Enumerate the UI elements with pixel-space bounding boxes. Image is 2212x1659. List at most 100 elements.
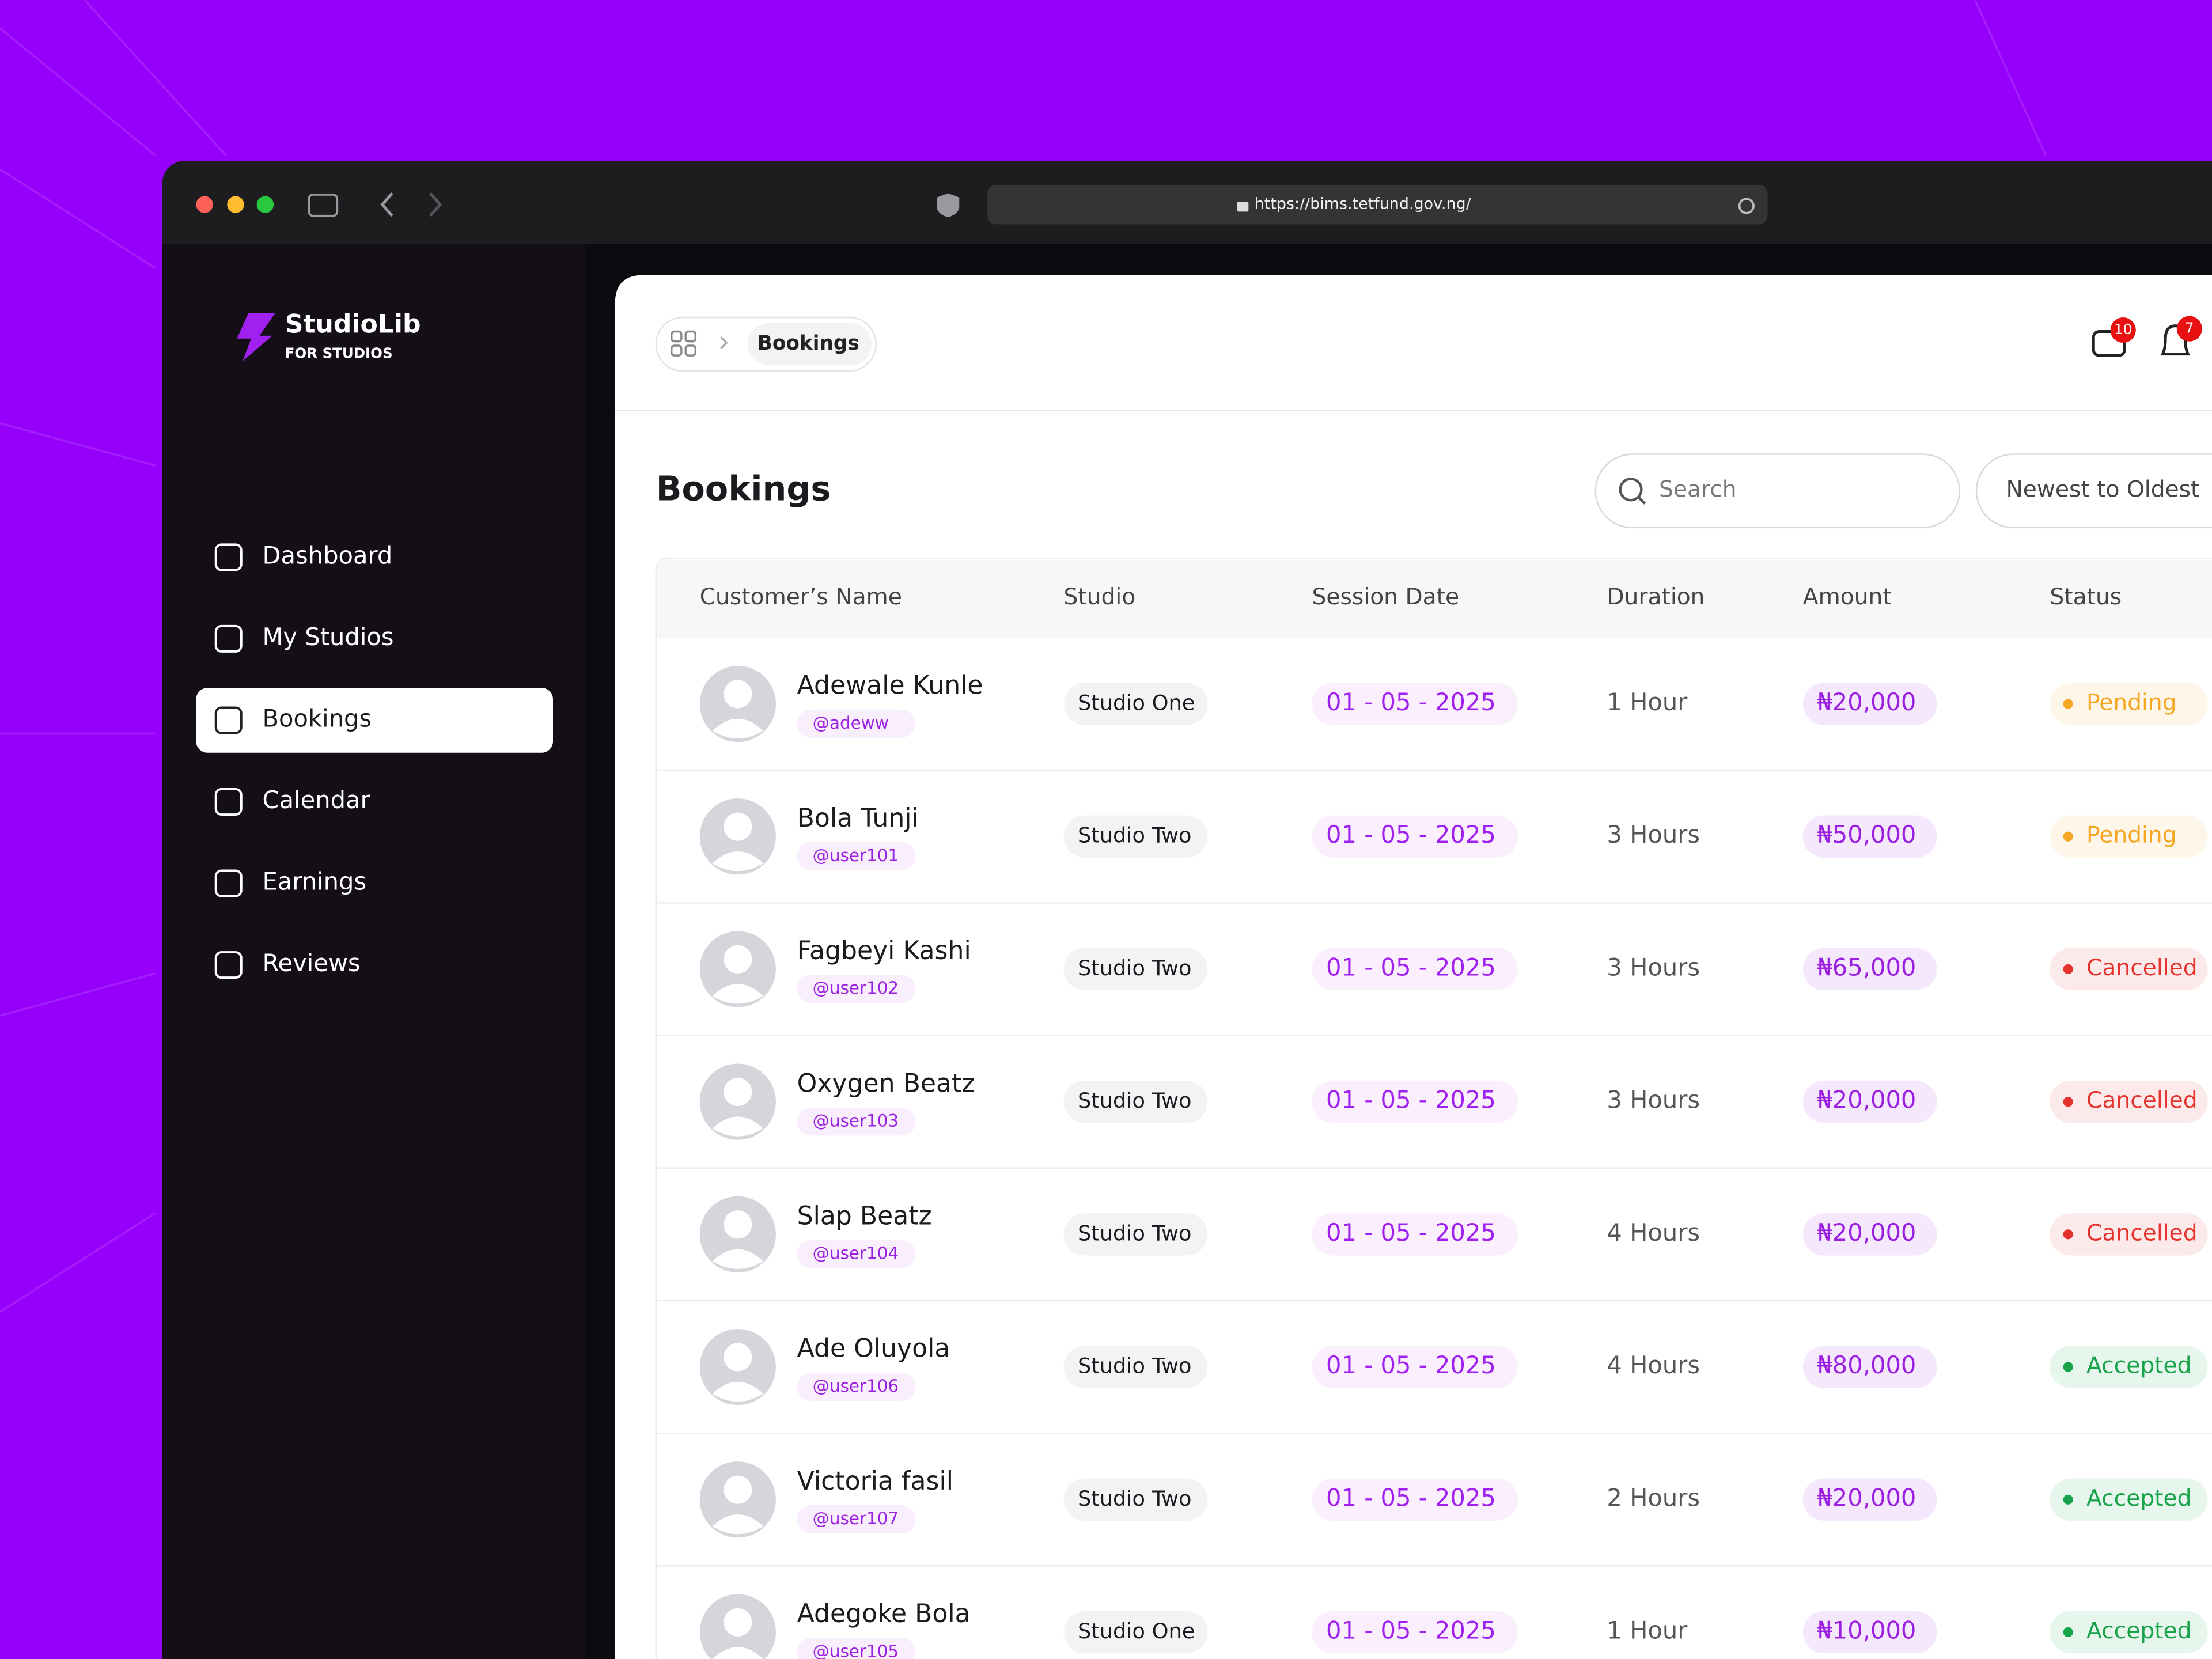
status-pill — [2050, 1213, 2208, 1256]
mail-icon[interactable] — [2092, 330, 2126, 357]
studio: Studio One — [1078, 691, 1195, 715]
nav-item[interactable]: Earnings — [263, 868, 367, 896]
amount: ₦20,000 — [1817, 1218, 1916, 1247]
minimize-button[interactable] — [227, 196, 244, 213]
breadcrumb-current: Bookings — [757, 332, 859, 355]
status-dot — [2063, 1229, 2073, 1240]
studio-pill — [1063, 1478, 1208, 1521]
avatar-head — [724, 1210, 752, 1239]
customer-name: Fagbeyi Kashi — [797, 936, 971, 965]
studio: Studio Two — [1078, 1486, 1191, 1511]
bell-badge: 7 — [2185, 320, 2194, 336]
forward-button[interactable] — [429, 192, 442, 217]
handle: @user102 — [813, 978, 899, 998]
status: Accepted — [2086, 1618, 2191, 1644]
handle: @user106 — [813, 1376, 899, 1396]
studio-pill — [1063, 1213, 1208, 1256]
avatar-body — [712, 984, 763, 1004]
status-pill — [2050, 1080, 2208, 1123]
address-bar[interactable] — [987, 184, 1768, 225]
home-grid-icon[interactable] — [671, 330, 697, 357]
handle-pill — [797, 842, 916, 871]
session-date-pill — [1312, 683, 1518, 725]
avatar-body — [712, 1381, 763, 1402]
avatar-body — [712, 1116, 763, 1137]
status: Pending — [2086, 690, 2177, 716]
nav-item[interactable]: My Studios — [263, 623, 394, 651]
nav-icon — [214, 951, 243, 979]
avatar-head — [724, 945, 752, 974]
handle-pill — [797, 1240, 916, 1268]
handle-pill — [797, 1638, 916, 1659]
status-pill — [2050, 815, 2208, 858]
sidebar-toggle[interactable] — [308, 194, 339, 217]
background-rays — [0, 0, 2047, 1313]
amount: ₦10,000 — [1817, 1616, 1916, 1644]
tagline: FOR STUDIOS — [285, 345, 393, 362]
status: Cancelled — [2086, 1088, 2198, 1113]
studio-pill — [1063, 1080, 1208, 1123]
lock-icon — [1237, 202, 1249, 212]
session-date-pill — [1312, 815, 1518, 858]
search-box[interactable] — [1594, 453, 1960, 529]
bell-icon[interactable] — [2160, 324, 2191, 356]
status-dot — [2063, 1362, 2073, 1372]
nav-item[interactable]: Calendar — [263, 786, 371, 814]
reload-button[interactable] — [1738, 198, 1755, 214]
nav-icon — [214, 543, 243, 571]
back-button[interactable] — [380, 192, 393, 217]
handle-pill — [797, 975, 916, 1003]
page-title: Bookings — [656, 468, 831, 508]
duration: 4 Hours — [1607, 1351, 1700, 1379]
handle-pill — [797, 1372, 916, 1401]
column-header: Duration — [1607, 584, 1705, 610]
status-pill — [2050, 683, 2208, 725]
sort-dropdown[interactable] — [1975, 453, 2212, 529]
handle: @user105 — [813, 1641, 899, 1659]
session-date-pill — [1312, 1478, 1518, 1521]
studio-pill — [1063, 1611, 1208, 1654]
handle: @user103 — [813, 1111, 899, 1130]
column-header: Session Date — [1312, 584, 1460, 610]
amount-pill — [1802, 948, 1937, 991]
customer-name: Adegoke Bola — [797, 1599, 971, 1628]
sort-label: Newest to Oldest — [2006, 477, 2199, 503]
close-button[interactable] — [196, 196, 213, 213]
handle-pill — [797, 709, 916, 738]
amount-pill — [1802, 1346, 1937, 1388]
status-dot — [2063, 1097, 2073, 1107]
status-pill — [2050, 1611, 2208, 1654]
column-header: Studio — [1064, 584, 1136, 610]
studio: Studio Two — [1078, 1354, 1191, 1378]
column-header: Amount — [1803, 584, 1892, 610]
nav-item[interactable]: Dashboard — [263, 541, 393, 569]
avatar-head — [724, 1608, 752, 1637]
nav-icon — [214, 706, 243, 734]
avatar-head — [724, 812, 752, 841]
handle: @user101 — [813, 846, 899, 865]
search-icon-handle — [1637, 496, 1646, 505]
amount: ₦20,000 — [1817, 1086, 1916, 1114]
amount: ₦50,000 — [1817, 820, 1916, 849]
session-date: 01 - 05 - 2025 — [1326, 820, 1496, 849]
nav-icon — [214, 869, 243, 897]
duration: 3 Hours — [1607, 953, 1700, 981]
nav-item[interactable]: Bookings — [263, 704, 372, 732]
avatar-body — [712, 1249, 763, 1269]
status: Cancelled — [2086, 1220, 2198, 1246]
amount-pill — [1802, 683, 1937, 725]
avatar-head — [724, 1475, 752, 1504]
breadcrumb-current-pill — [747, 323, 872, 366]
mail-badge-dot — [2110, 317, 2136, 343]
studio: Studio One — [1078, 1619, 1195, 1643]
session-date: 01 - 05 - 2025 — [1326, 1616, 1496, 1644]
avatar-body — [712, 1647, 763, 1659]
nav-item[interactable]: Reviews — [263, 949, 361, 977]
maximize-button[interactable] — [256, 196, 274, 213]
status-dot — [2063, 964, 2073, 975]
avatar-head — [724, 1343, 752, 1372]
avatar-body — [712, 1514, 763, 1535]
status-dot — [2063, 1627, 2073, 1638]
studio-pill — [1063, 948, 1208, 991]
